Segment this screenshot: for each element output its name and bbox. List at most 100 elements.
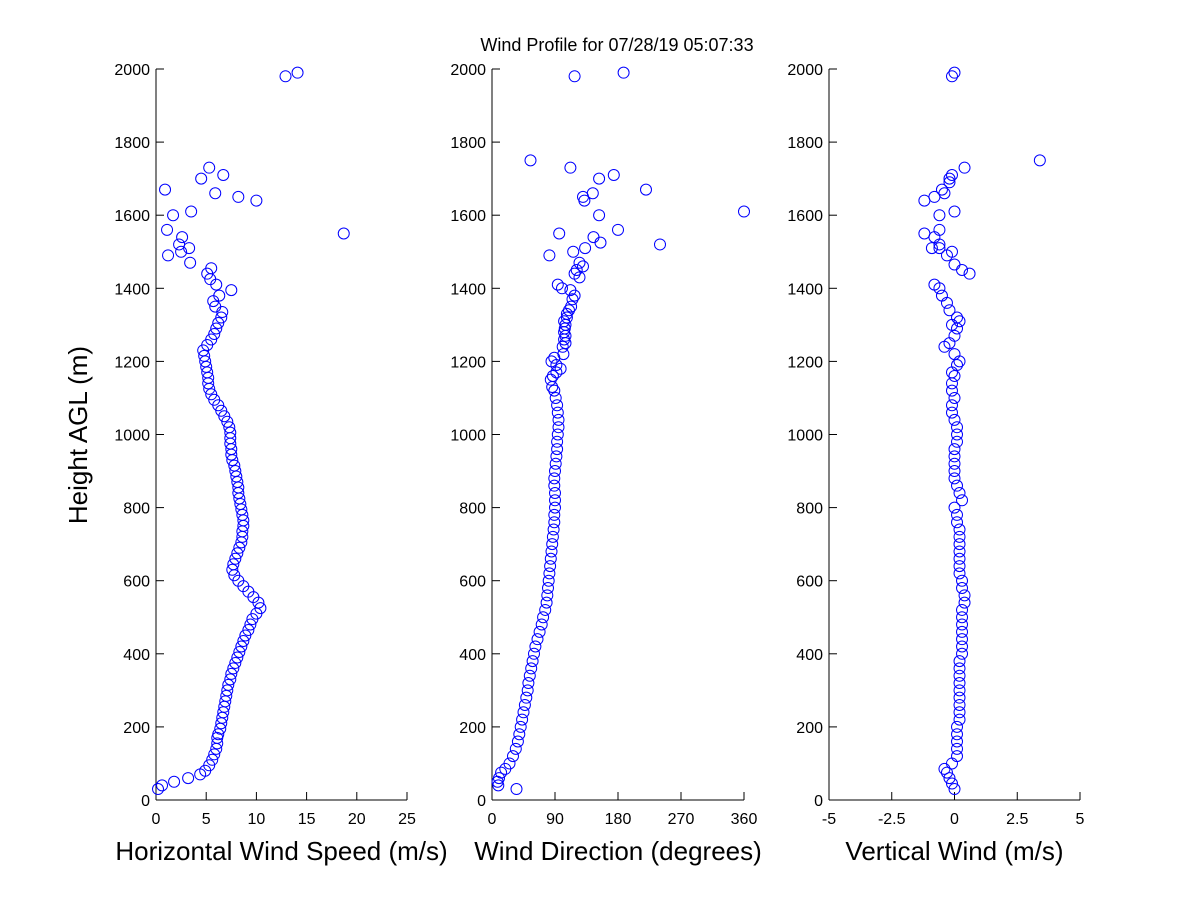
data-point bbox=[520, 691, 533, 704]
data-point bbox=[948, 457, 961, 470]
y-tick-label: 600 bbox=[123, 574, 150, 591]
data-point bbox=[560, 311, 573, 324]
data-point bbox=[222, 678, 235, 691]
data-point bbox=[945, 406, 958, 419]
y-tick-label: 1000 bbox=[787, 428, 823, 445]
data-point bbox=[948, 413, 961, 426]
data-point bbox=[539, 603, 552, 616]
y-tick-label: 1600 bbox=[787, 208, 823, 225]
data-point bbox=[945, 384, 958, 397]
data-point bbox=[945, 377, 958, 390]
data-point bbox=[556, 282, 568, 295]
data-point bbox=[545, 545, 558, 558]
data-point bbox=[528, 647, 540, 660]
y-tick-label: 1400 bbox=[114, 281, 150, 298]
data-point bbox=[948, 348, 961, 361]
data-point bbox=[945, 245, 958, 258]
data-point bbox=[956, 647, 969, 660]
data-point bbox=[549, 391, 562, 404]
data-point bbox=[526, 655, 539, 668]
data-point bbox=[550, 366, 563, 379]
data-point bbox=[948, 472, 961, 485]
y-tick-label: 0 bbox=[477, 793, 486, 810]
data-point bbox=[291, 66, 304, 79]
data-point bbox=[495, 766, 508, 779]
data-point bbox=[242, 624, 255, 637]
data-point bbox=[514, 720, 527, 733]
data-point bbox=[552, 413, 565, 426]
data-point bbox=[224, 426, 237, 439]
data-point bbox=[951, 359, 964, 372]
data-point bbox=[511, 735, 524, 748]
data-point bbox=[564, 284, 577, 297]
data-point bbox=[553, 227, 566, 240]
data-point bbox=[953, 486, 966, 499]
data-point bbox=[548, 516, 561, 529]
data-point bbox=[556, 340, 569, 353]
data-point bbox=[953, 560, 966, 573]
data-point bbox=[551, 278, 564, 291]
data-point bbox=[956, 640, 969, 653]
data-point bbox=[546, 380, 559, 393]
data-point bbox=[518, 698, 531, 711]
x-tick-label: 15 bbox=[298, 811, 316, 828]
data-point bbox=[168, 775, 181, 788]
x-tick-label: 0 bbox=[950, 811, 959, 828]
data-point bbox=[176, 231, 189, 244]
data-point bbox=[951, 735, 964, 748]
data-point bbox=[205, 388, 218, 401]
data-point bbox=[542, 582, 554, 595]
data-point bbox=[152, 783, 165, 796]
data-point bbox=[237, 635, 250, 648]
panel-3-x-axis-label: Vertical Wind (m/s) bbox=[845, 836, 1063, 866]
y-tick-label: 1600 bbox=[450, 208, 486, 225]
data-point bbox=[948, 391, 961, 404]
y-tick-label: 1000 bbox=[450, 428, 486, 445]
data-point bbox=[951, 428, 964, 441]
data-point bbox=[226, 563, 239, 576]
data-point bbox=[542, 574, 555, 587]
x-tick-label: 5 bbox=[202, 811, 211, 828]
y-tick-label: 400 bbox=[459, 647, 486, 664]
data-point bbox=[549, 501, 561, 514]
data-point bbox=[544, 552, 557, 565]
data-point bbox=[225, 284, 238, 297]
data-point bbox=[546, 370, 559, 383]
data-point bbox=[593, 172, 606, 185]
data-point bbox=[958, 589, 971, 602]
data-point bbox=[951, 435, 964, 448]
data-point bbox=[224, 673, 237, 686]
data-point bbox=[208, 327, 221, 340]
data-point bbox=[221, 684, 234, 697]
data-point bbox=[577, 260, 589, 273]
data-point bbox=[951, 421, 964, 434]
y-tick-label: 800 bbox=[459, 501, 486, 518]
data-point bbox=[549, 457, 562, 470]
data-point bbox=[945, 399, 958, 412]
data-point bbox=[210, 322, 223, 335]
data-point bbox=[938, 187, 951, 200]
data-point bbox=[227, 662, 240, 675]
data-point bbox=[522, 677, 535, 690]
data-point bbox=[918, 194, 931, 207]
data-point bbox=[543, 249, 556, 262]
data-point bbox=[945, 777, 958, 790]
data-point bbox=[640, 183, 652, 196]
data-point bbox=[953, 662, 966, 675]
data-point bbox=[594, 236, 607, 249]
data-point bbox=[279, 70, 292, 83]
data-point bbox=[548, 508, 561, 521]
data-point bbox=[948, 205, 961, 218]
panel-3: 0 200 400 600 800 1000 1200 1400 1600 1800 2000 -5 -… bbox=[787, 62, 1084, 866]
data-point bbox=[925, 242, 938, 255]
data-point bbox=[943, 304, 956, 317]
data-point bbox=[587, 231, 600, 244]
data-point bbox=[953, 655, 966, 668]
data-point bbox=[551, 435, 564, 448]
data-point bbox=[535, 618, 548, 631]
data-point bbox=[493, 772, 505, 785]
data-point bbox=[167, 209, 180, 222]
data-point bbox=[956, 603, 969, 616]
data-point bbox=[945, 168, 958, 181]
